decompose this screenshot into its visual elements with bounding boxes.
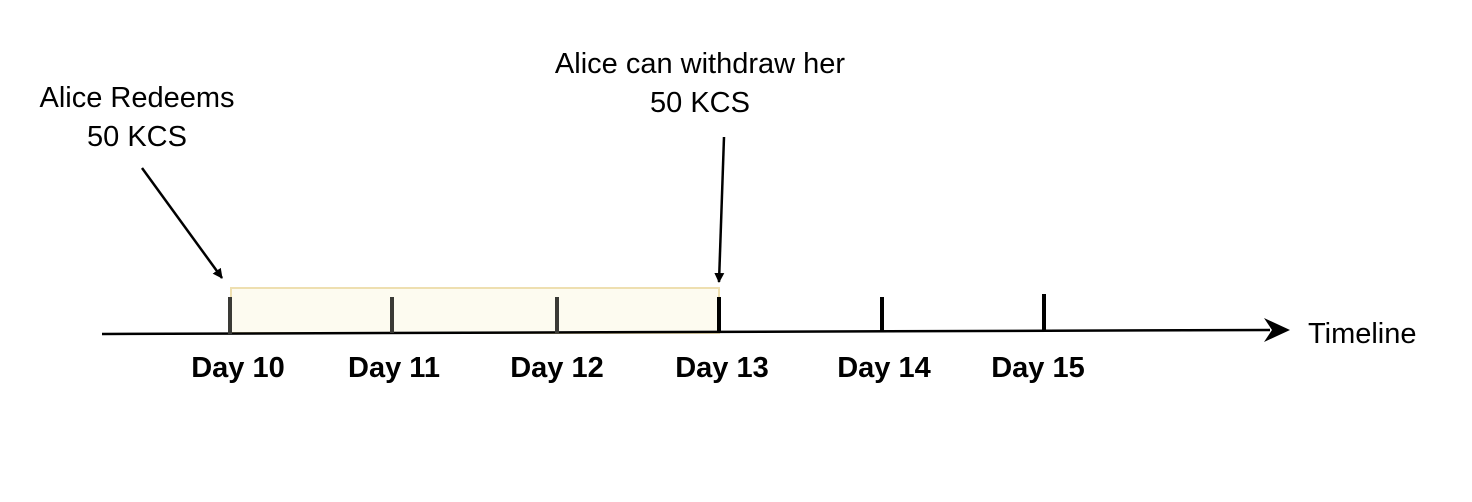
withdraw-annotation-line2: 50 KCS: [650, 87, 750, 119]
day-label: Day 10: [191, 352, 285, 384]
withdraw-annotation: Alice can withdraw her 50 KCS: [555, 48, 845, 283]
withdraw-arrow-icon: [714, 136, 726, 283]
timeline-axis: [101, 328, 1271, 336]
timeline-axis-label: Timeline: [1308, 318, 1417, 350]
timeline-arrow-icon: [1264, 318, 1290, 342]
day-label: Day 11: [348, 352, 440, 384]
day-labels: Day 10 Day 11 Day 12 Day 13 Day 14 Day 1…: [191, 352, 1085, 384]
lock-period-highlight: [230, 287, 720, 334]
day-ticks: [228, 294, 1046, 334]
day-label: Day 12: [510, 352, 604, 384]
redeem-annotation: Alice Redeems 50 KCS: [39, 82, 235, 279]
day-label: Day 13: [675, 352, 769, 384]
day-label: Day 15: [991, 352, 1085, 384]
withdraw-annotation-line1: Alice can withdraw her: [555, 48, 845, 80]
redeem-arrow-icon: [140, 167, 224, 279]
redeem-annotation-line1: Alice Redeems: [39, 82, 234, 114]
redeem-annotation-line2: 50 KCS: [87, 121, 187, 153]
day-label: Day 14: [837, 352, 931, 384]
